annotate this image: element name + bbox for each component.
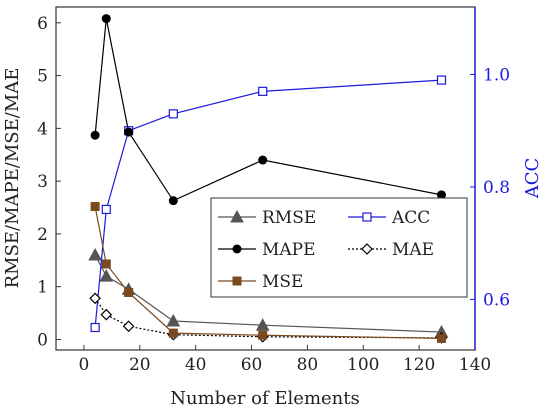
data-point-mse: [258, 330, 268, 340]
legend: RMSE ACC MAPE MAE MSE: [210, 197, 468, 298]
y-axis-left: 0 1 2 3 4 5 6: [37, 14, 61, 350]
data-point-acc: [258, 86, 268, 96]
data-point-mape: [258, 155, 268, 165]
y-left-tick-label: 3: [37, 172, 48, 192]
legend-marker-mse: [232, 276, 242, 286]
legend-label-mse: MSE: [262, 272, 303, 292]
data-point-mse: [101, 259, 111, 269]
y-axis-right: 0.6 0.8 1.0: [470, 7, 510, 350]
y-right-tick-label: 1.0: [483, 65, 510, 85]
x-axis-title: Number of Elements: [170, 388, 359, 409]
legend-label-mape: MAPE: [262, 240, 316, 260]
data-point-mape: [101, 14, 111, 24]
legend-marker-mape: [232, 244, 242, 254]
series-layer: [88, 14, 449, 344]
x-tick-label: 140: [459, 355, 491, 375]
y-axis-right-title: ACC: [522, 158, 543, 200]
data-point-mse: [436, 333, 446, 343]
data-point-acc: [436, 75, 447, 85]
series-mape: [90, 14, 446, 206]
legend-marker-acc: [362, 212, 372, 222]
legend-marker-mae: [361, 243, 373, 255]
data-point-mape: [124, 127, 134, 137]
x-tick-label: 100: [347, 355, 379, 375]
series-line-acc: [94, 79, 442, 328]
x-tick-label: 20: [129, 355, 151, 375]
x-tick-label: 120: [403, 355, 435, 375]
y-axis-left-title: RMSE/MAPE/MSE/MAE: [2, 68, 23, 289]
series-line-mae: [94, 297, 442, 339]
y-left-tick-label: 6: [37, 14, 48, 34]
x-tick-label: 40: [185, 355, 207, 375]
x-tick-label: 0: [79, 355, 90, 375]
series-mse: [90, 201, 446, 343]
data-point-acc: [90, 322, 100, 333]
data-point-rmse: [88, 247, 102, 261]
y-left-tick-label: 1: [37, 278, 48, 298]
data-point-mse: [168, 328, 178, 338]
y-left-tick-label: 0: [37, 330, 48, 350]
legend-label-rmse: RMSE: [262, 208, 316, 228]
data-point-rmse: [255, 318, 270, 331]
y-left-tick-label: 2: [37, 225, 48, 245]
data-point-acc: [168, 109, 178, 119]
legend-label-mae: MAE: [392, 240, 434, 260]
data-point-mape: [168, 196, 178, 206]
data-point-mape: [436, 190, 446, 200]
data-point-mae: [100, 308, 113, 321]
series-line-mape: [94, 18, 442, 202]
data-point-acc: [101, 204, 111, 215]
x-tick-label: 80: [297, 355, 319, 375]
plot-frame: [55, 6, 476, 351]
x-axis: 0 20 40 60 80 100 120 140: [79, 345, 491, 375]
data-point-mae: [122, 320, 135, 333]
data-point-mse: [90, 201, 100, 211]
y-left-tick-label: 4: [37, 119, 48, 139]
y-right-tick-label: 0.8: [483, 178, 510, 198]
data-point-rmse: [166, 313, 181, 327]
legend-marker-rmse: [230, 209, 244, 223]
data-point-mae: [89, 292, 101, 305]
data-point-rmse: [99, 269, 114, 282]
data-point-mse: [124, 287, 134, 297]
data-point-mape: [90, 130, 100, 140]
x-tick-label: 60: [241, 355, 263, 375]
y-left-tick-label: 5: [37, 67, 48, 87]
legend-label-acc: ACC: [391, 208, 430, 228]
series-line-mse: [94, 206, 442, 339]
y-right-tick-label: 0.6: [483, 290, 510, 310]
